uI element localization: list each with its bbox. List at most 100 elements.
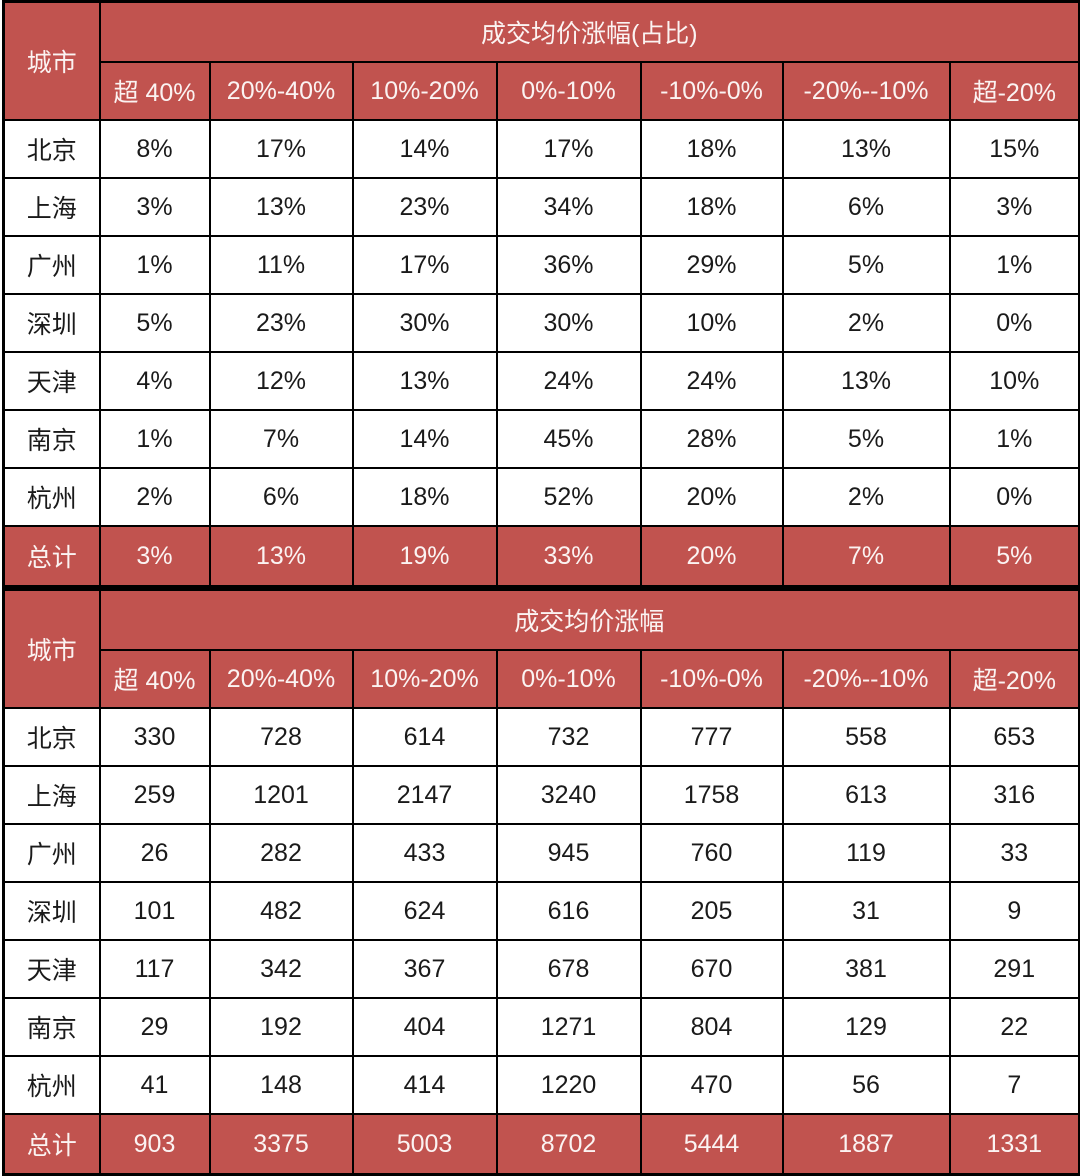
value-cell: 3% [98, 525, 211, 588]
value-cell: 367 [351, 939, 498, 999]
value-cell: 20% [639, 525, 784, 588]
table-row: 南京 29 192 404 1271 804 129 22 [2, 997, 1080, 1057]
value-cell: 678 [495, 939, 642, 999]
value-cell: 29% [639, 235, 784, 295]
header-title-row: 城市 成交均价涨幅 [2, 588, 1080, 709]
value-cell: 5% [781, 409, 951, 469]
value-cell: 381 [781, 939, 951, 999]
header-title-row: 城市 成交均价涨幅(占比) [2, 0, 1080, 121]
value-cell: 14% [351, 409, 498, 469]
value-cell: 45% [495, 409, 642, 469]
value-cell: 291 [948, 939, 1080, 999]
value-cell: 614 [351, 707, 498, 767]
total-row: 总计 3% 13% 19% 33% 20% 7% 5% [2, 525, 1080, 588]
value-cell: 3% [948, 177, 1080, 237]
table-body: 北京 330 728 614 732 777 558 653 上海 259 1201 2147 3240… [2, 707, 1080, 1176]
value-cell: 17% [208, 119, 354, 179]
value-cell: 20% [639, 467, 784, 527]
column-header: 超-20% [948, 649, 1080, 709]
value-cell: 616 [495, 881, 642, 941]
value-cell: 101 [98, 881, 211, 941]
total-row: 总计 903 3375 5003 8702 5444 1887 1331 [2, 1113, 1080, 1176]
table-title: 成交均价涨幅 [98, 588, 1080, 651]
column-header: -10%-0% [639, 649, 784, 709]
value-cell: 26 [98, 823, 211, 883]
value-cell: 148 [208, 1055, 354, 1115]
value-cell: 732 [495, 707, 642, 767]
value-cell: 36% [495, 235, 642, 295]
value-cell: 760 [639, 823, 784, 883]
city-name-cell: 上海 [2, 177, 101, 237]
column-header: 20%-40% [208, 61, 354, 121]
value-cell: 0% [948, 293, 1080, 353]
value-cell: 7 [948, 1055, 1080, 1115]
city-name-cell: 深圳 [2, 881, 101, 941]
value-cell: 30% [495, 293, 642, 353]
value-cell: 52% [495, 467, 642, 527]
city-name-cell: 广州 [2, 823, 101, 883]
value-cell: 728 [208, 707, 354, 767]
value-cell: 6% [208, 467, 354, 527]
table-title: 成交均价涨幅(占比) [98, 0, 1080, 63]
value-cell: 414 [351, 1055, 498, 1115]
table-row: 深圳 5% 23% 30% 30% 10% 2% 0% [2, 293, 1080, 353]
value-cell: 23% [351, 177, 498, 237]
value-cell: 41 [98, 1055, 211, 1115]
corner-label-city: 城市 [2, 0, 101, 121]
city-name-cell: 深圳 [2, 293, 101, 353]
value-cell: 23% [208, 293, 354, 353]
value-cell: 13% [781, 119, 951, 179]
value-cell: 205 [639, 881, 784, 941]
city-name-cell: 天津 [2, 351, 101, 411]
city-name-cell: 天津 [2, 939, 101, 999]
city-name-cell: 北京 [2, 707, 101, 767]
column-header: 0%-10% [495, 649, 642, 709]
table-row: 上海 3% 13% 23% 34% 18% 6% 3% [2, 177, 1080, 237]
value-cell: 192 [208, 997, 354, 1057]
value-cell: 433 [351, 823, 498, 883]
value-cell: 8% [98, 119, 211, 179]
value-cell: 0% [948, 467, 1080, 527]
value-cell: 2% [98, 467, 211, 527]
value-cell: 1758 [639, 765, 784, 825]
table-row: 上海 259 1201 2147 3240 1758 613 316 [2, 765, 1080, 825]
value-cell: 119 [781, 823, 951, 883]
value-cell: 13% [208, 177, 354, 237]
value-cell: 14% [351, 119, 498, 179]
value-cell: 22 [948, 997, 1080, 1057]
value-cell: 613 [781, 765, 951, 825]
value-cell: 18% [639, 119, 784, 179]
table-row: 广州 1% 11% 17% 36% 29% 5% 1% [2, 235, 1080, 295]
value-cell: 5% [948, 525, 1080, 588]
value-cell: 624 [351, 881, 498, 941]
value-cell: 404 [351, 997, 498, 1057]
column-header: 超 40% [98, 61, 211, 121]
column-header: 20%-40% [208, 649, 354, 709]
value-cell: 117 [98, 939, 211, 999]
value-cell: 33% [495, 525, 642, 588]
value-cell: 9 [948, 881, 1080, 941]
value-cell: 8702 [495, 1113, 642, 1176]
value-cell: 2% [781, 293, 951, 353]
price-change-count-table: 城市 成交均价涨幅 超 40% 20%-40% 10%-20% 0%-10% -… [2, 588, 1080, 1176]
value-cell: 777 [639, 707, 784, 767]
value-cell: 330 [98, 707, 211, 767]
column-header-row: 超 40% 20%-40% 10%-20% 0%-10% -10%-0% -20… [4, 61, 1080, 121]
value-cell: 30% [351, 293, 498, 353]
value-cell: 670 [639, 939, 784, 999]
value-cell: 2147 [351, 765, 498, 825]
value-cell: 129 [781, 997, 951, 1057]
value-cell: 10% [948, 351, 1080, 411]
total-label-cell: 总计 [2, 525, 101, 588]
corner-label-city: 城市 [2, 588, 101, 709]
value-cell: 1% [98, 409, 211, 469]
value-cell: 31 [781, 881, 951, 941]
value-cell: 6% [781, 177, 951, 237]
value-cell: 13% [208, 525, 354, 588]
value-cell: 33 [948, 823, 1080, 883]
value-cell: 56 [781, 1055, 951, 1115]
value-cell: 5% [98, 293, 211, 353]
value-cell: 24% [639, 351, 784, 411]
table-row: 杭州 41 148 414 1220 470 56 7 [2, 1055, 1080, 1115]
